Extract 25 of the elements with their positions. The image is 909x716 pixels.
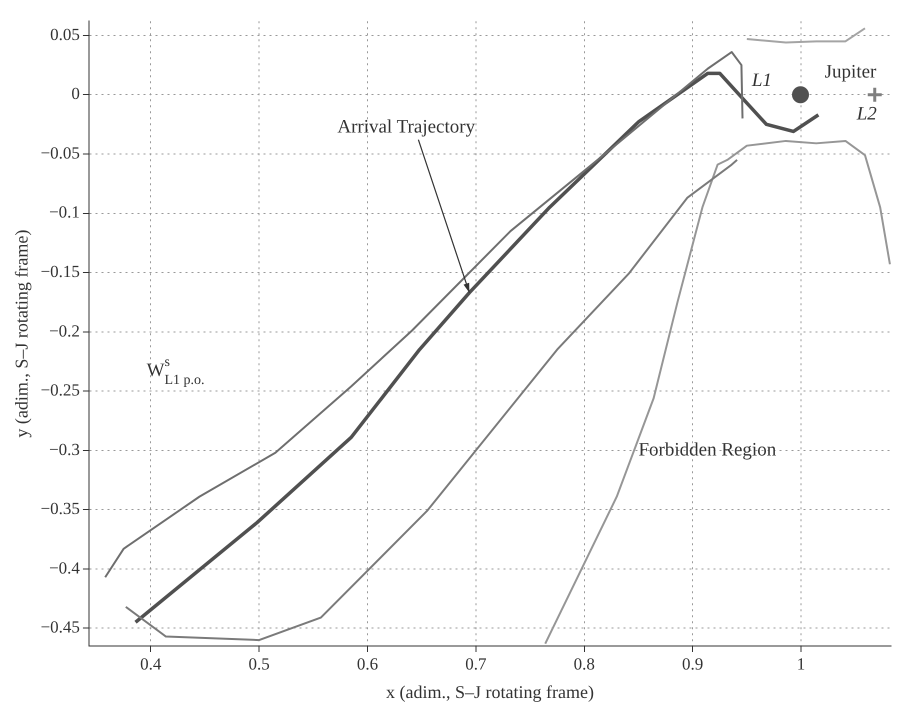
x-tick-label: 1: [796, 654, 806, 674]
y-axis-title: y (adim., S–J rotating frame): [12, 230, 32, 438]
y-tick-label: 0.05: [50, 24, 80, 44]
annotation: Forbidden Region: [638, 439, 777, 460]
y-tick-label: −0.3: [49, 440, 80, 459]
x-tick-label: 0.9: [682, 654, 704, 674]
x-tick-label: 0.8: [574, 654, 595, 674]
x-axis-title: x (adim., S–J rotating frame): [386, 682, 594, 702]
annotation: L1: [750, 70, 772, 92]
annotation: Jupiter: [824, 62, 878, 83]
y-tick-label: −0.1: [49, 202, 80, 222]
y-tick-label: −0.45: [40, 618, 80, 637]
annotation: Arrival Trajectory: [337, 116, 476, 138]
annotation: L2: [856, 104, 878, 125]
y-tick-label: −0.25: [40, 380, 80, 400]
x-tick-label: 0.5: [248, 654, 270, 674]
x-tick-label: 0.7: [465, 654, 488, 674]
y-tick-label: −0.2: [49, 321, 80, 340]
y-tick-label: −0.15: [40, 262, 80, 282]
x-tick-label: 0.4: [140, 654, 162, 674]
y-tick-label: −0.05: [40, 143, 80, 162]
y-tick-label: −0.4: [49, 558, 80, 578]
y-tick-label: −0.35: [40, 499, 80, 518]
x-tick-label: 0.6: [356, 654, 378, 674]
y-tick-label: 0: [71, 84, 80, 104]
